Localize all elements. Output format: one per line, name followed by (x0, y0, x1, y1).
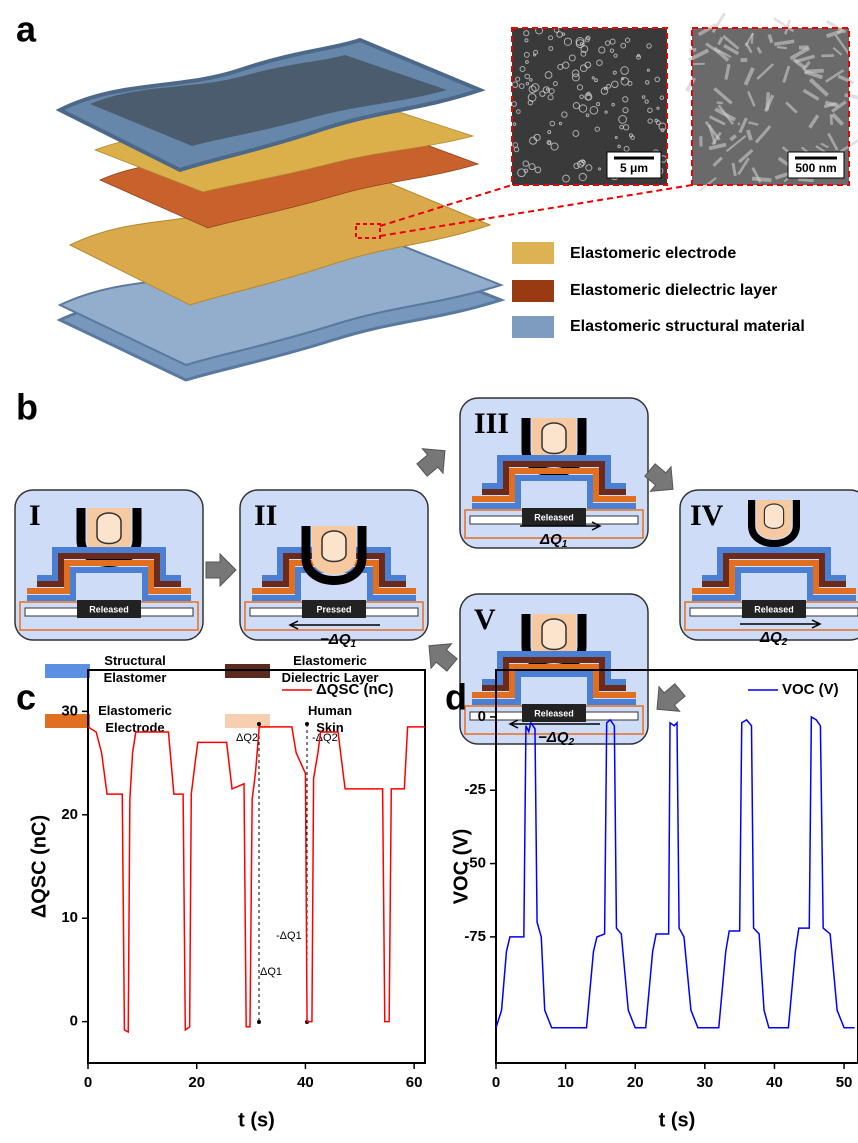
figure: a 5 μm 500 nm Elastomeric electrode Elas… (0, 0, 858, 1143)
legend-swatch (512, 242, 554, 264)
texture (752, 179, 771, 181)
x-tick-label: 50 (836, 1074, 853, 1091)
scale-bar-label: 500 nm (795, 161, 836, 175)
stage: III Released ΔQ1 (460, 398, 648, 550)
x-tick-label: 60 (406, 1074, 423, 1091)
y-tick-label: -25 (464, 781, 486, 798)
data-line (496, 717, 855, 1028)
texture (798, 179, 813, 180)
data-line (88, 727, 425, 1032)
stage-numeral: IV (690, 499, 724, 532)
legend-swatch (45, 664, 90, 678)
y-tick-label: -75 (464, 928, 486, 945)
annotation: -ΔQ1 (276, 930, 302, 942)
exploded-view (60, 40, 501, 380)
legend-text: VOC (V) (782, 681, 839, 698)
stage-state: Released (89, 604, 129, 614)
texture (717, 102, 723, 103)
texture (740, 60, 747, 61)
stage-numeral: II (254, 499, 277, 532)
legend-text: Elastomeric electrode (570, 245, 736, 262)
x-tick-label: 40 (297, 1074, 314, 1091)
texture (777, 47, 787, 48)
texture (767, 92, 768, 110)
legend-text: ElastomericElectrode (98, 703, 172, 735)
y-tick-label: 10 (61, 909, 78, 926)
x-tick-label: 40 (766, 1074, 783, 1091)
legend-text: Elastomeric dielectric layer (570, 282, 777, 299)
y-tick-label: 20 (61, 806, 78, 823)
stage-state: Released (754, 604, 794, 614)
legend-text: Elastomeric structural material (570, 318, 805, 335)
legend-swatch (225, 714, 270, 728)
panel-label: b (16, 387, 38, 428)
annotation: -ΔQ2 (312, 732, 338, 744)
stage: I Released (15, 490, 203, 640)
x-tick-label: 20 (188, 1074, 205, 1091)
scale-bar-label: 5 μm (620, 161, 648, 175)
x-axis-label: t (s) (659, 1109, 696, 1131)
stage-numeral: V (474, 603, 496, 636)
stage: IV Released ΔQ2 (680, 490, 858, 648)
x-tick-label: 0 (84, 1074, 92, 1091)
legend-text: HumanSkin (308, 703, 352, 735)
x-axis-label: t (s) (238, 1109, 275, 1131)
stage-state: Released (534, 512, 574, 522)
y-tick-label: 0 (478, 708, 486, 725)
x-tick-label: 30 (697, 1074, 714, 1091)
legend-swatch (512, 316, 554, 338)
y-tick-label: 30 (61, 702, 78, 719)
texture (831, 114, 832, 125)
panel-label: a (16, 9, 37, 50)
legend-swatch (512, 280, 554, 302)
legend-text: ΔQSC (nC) (316, 681, 393, 698)
panel-label: c (16, 677, 36, 718)
stage-state: Pressed (316, 604, 351, 614)
stage-numeral: III (474, 407, 509, 440)
stage: II Pressed −ΔQ1 (240, 490, 428, 650)
x-tick-label: 20 (627, 1074, 644, 1091)
annotation: ΔQ2 (236, 732, 258, 744)
y-tick-label: 0 (70, 1013, 78, 1030)
y-axis-label: VOC (V) (450, 829, 472, 905)
stage-numeral: I (29, 499, 41, 532)
texture (837, 31, 840, 33)
texture (804, 71, 824, 72)
annotation: ΔQ1 (260, 966, 282, 978)
y-axis-label: ΔQSC (nC) (28, 815, 50, 918)
x-tick-label: 0 (492, 1074, 500, 1091)
panel-label: d (445, 677, 467, 718)
stage-state: Released (534, 708, 574, 718)
x-tick-label: 10 (557, 1074, 574, 1091)
